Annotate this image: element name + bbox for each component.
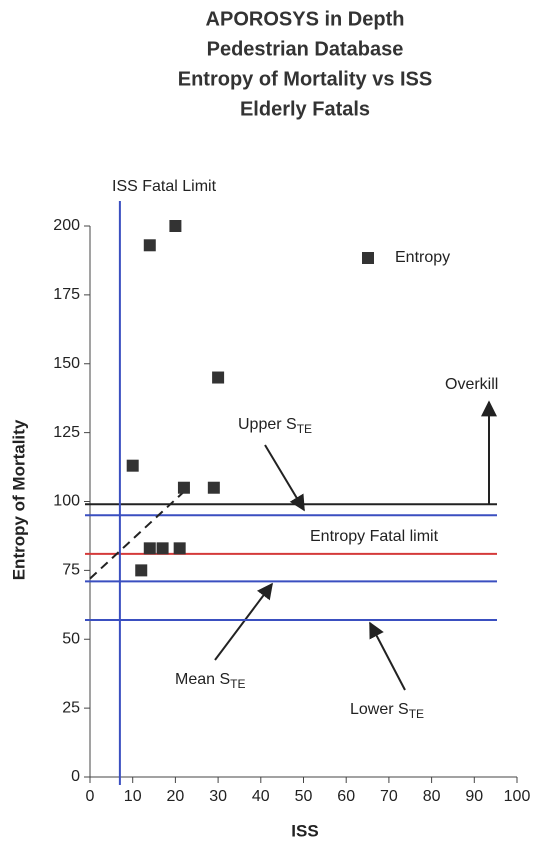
- annotation: Mean STE: [175, 671, 245, 691]
- x-tick-label: 30: [209, 788, 227, 805]
- y-tick-label: 125: [53, 424, 80, 441]
- point: [156, 542, 169, 555]
- x-tick-label: 100: [504, 788, 531, 805]
- chart-title: Elderly Fatals: [240, 98, 370, 120]
- x-tick-label: 70: [380, 788, 398, 805]
- x-tick-label: 80: [423, 788, 441, 805]
- y-tick-label: 50: [62, 630, 80, 647]
- point: [135, 564, 148, 577]
- point: [173, 542, 186, 555]
- annotation: Upper STE: [238, 416, 312, 436]
- x-tick-label: 60: [337, 788, 355, 805]
- chart-title: Entropy of Mortality vs ISS: [178, 68, 432, 90]
- chart-title: APOROSYS in Depth: [206, 8, 405, 30]
- annotation: Lower STE: [350, 701, 424, 721]
- y-tick-label: 0: [71, 768, 80, 785]
- point: [207, 481, 220, 494]
- x-axis-title: ISS: [291, 821, 318, 840]
- y-tick-label: 100: [53, 493, 80, 510]
- trend-line: [89, 486, 189, 580]
- annotation: ISS Fatal Limit: [112, 178, 217, 195]
- point: [143, 239, 156, 252]
- legend-label: Entropy: [395, 249, 450, 266]
- arrow: [369, 621, 406, 691]
- arrow: [264, 444, 305, 512]
- y-tick-label: 150: [53, 355, 80, 372]
- y-tick-label: 200: [53, 217, 80, 234]
- y-tick-label: 25: [62, 699, 80, 716]
- annotation: Overkill: [445, 376, 498, 393]
- arrow: [214, 582, 273, 661]
- x-tick-label: 50: [295, 788, 313, 805]
- point: [212, 371, 225, 384]
- x-tick-label: 10: [124, 788, 142, 805]
- chart-title: Pedestrian Database: [207, 38, 404, 60]
- point: [177, 481, 190, 494]
- y-axis-title: Entropy of Mortality: [9, 419, 28, 580]
- legend-marker: [362, 252, 374, 264]
- point: [126, 459, 139, 472]
- x-tick-label: 0: [86, 788, 95, 805]
- y-tick-label: 75: [62, 562, 80, 579]
- point: [169, 220, 182, 232]
- x-tick-label: 90: [465, 788, 483, 805]
- point: [143, 542, 156, 555]
- x-tick-label: 40: [252, 788, 270, 805]
- x-tick-label: 20: [167, 788, 185, 805]
- annotation: Entropy Fatal limit: [310, 528, 439, 545]
- y-tick-label: 175: [53, 286, 80, 303]
